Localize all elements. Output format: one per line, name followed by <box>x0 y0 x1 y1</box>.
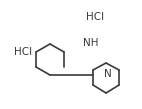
Text: HCl: HCl <box>86 12 104 22</box>
Text: HCl: HCl <box>14 47 32 57</box>
Text: NH: NH <box>83 38 99 48</box>
Text: N: N <box>104 69 112 79</box>
